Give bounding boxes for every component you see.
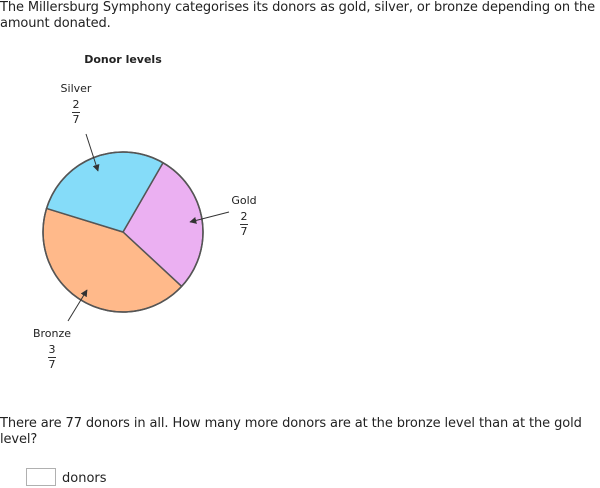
- fraction-bar: [240, 224, 248, 225]
- pie-outline: [42, 151, 204, 313]
- fraction: 3 7: [28, 344, 76, 371]
- slice-name: Bronze: [32, 327, 72, 340]
- chart-title: Donor levels: [84, 53, 162, 66]
- silver-arrow: [85, 133, 100, 172]
- fraction: 2 7: [56, 99, 96, 126]
- problem-intro: The Millersburg Symphony categorises its…: [0, 0, 596, 31]
- gold-arrow: [189, 211, 230, 224]
- slice-label-silver: Silver 2 7: [56, 82, 96, 126]
- fraction: 2 7: [224, 211, 264, 238]
- fraction-numerator: 2: [72, 98, 80, 111]
- pie-chart: [42, 133, 230, 322]
- fraction-denominator: 7: [72, 113, 80, 126]
- slice-name: Gold: [231, 194, 257, 207]
- question-text: There are 77 donors in all. How many mor…: [0, 416, 582, 447]
- fraction-numerator: 2: [240, 210, 248, 223]
- slice-name: Silver: [60, 82, 92, 95]
- fraction-numerator: 3: [48, 343, 56, 356]
- bronze-arrow: [67, 289, 88, 322]
- answer-input[interactable]: [26, 468, 56, 486]
- fraction-bar: [48, 357, 56, 358]
- fraction-bar: [72, 112, 80, 113]
- answer-unit: donors: [62, 471, 107, 486]
- slice-label-bronze: Bronze 3 7: [28, 327, 76, 371]
- slice-label-gold: Gold 2 7: [224, 194, 264, 238]
- fraction-denominator: 7: [240, 225, 248, 238]
- fraction-denominator: 7: [48, 358, 56, 371]
